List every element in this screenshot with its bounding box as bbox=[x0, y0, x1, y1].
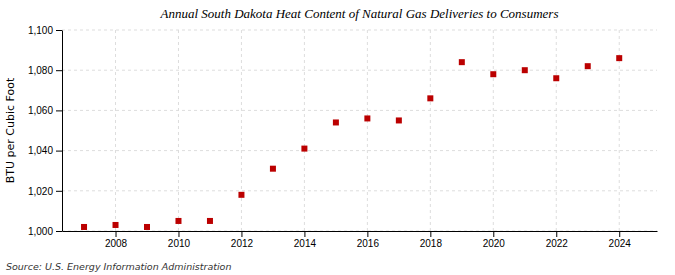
x-grid-line bbox=[304, 30, 305, 231]
y-tick-mark bbox=[56, 231, 62, 232]
x-grid-line bbox=[178, 30, 179, 231]
point bbox=[144, 224, 150, 230]
y-tick: 1,000 bbox=[28, 226, 62, 237]
y-tick: 1,060 bbox=[28, 105, 62, 116]
y-grid-line bbox=[62, 231, 657, 232]
x-grid-line bbox=[430, 30, 431, 231]
y-tick-mark bbox=[56, 151, 62, 152]
x-tick-label: 2020 bbox=[483, 238, 506, 249]
y-axis-label: BTU per Cubic Foot bbox=[4, 77, 17, 183]
y-tick-label: 1,100 bbox=[28, 25, 53, 36]
plot-area: 2008 2010 2012 2014 2016 2018 2020 2022 2024 1,00… bbox=[28, 25, 658, 249]
y-grid-line bbox=[62, 110, 657, 111]
x-tick-label: 2018 bbox=[420, 238, 443, 249]
title: Annual South Dakota Heat Content of Natu… bbox=[160, 6, 559, 21]
y-tick: 1,040 bbox=[28, 145, 62, 156]
y-grid-line bbox=[62, 150, 657, 151]
x-grid-line bbox=[241, 30, 242, 231]
x-grid-line bbox=[556, 30, 557, 231]
x-tick-mark bbox=[304, 231, 305, 237]
x-tick-label: 2008 bbox=[105, 238, 128, 249]
grid bbox=[62, 30, 657, 231]
point bbox=[333, 119, 339, 125]
y-tick-label: 1,080 bbox=[28, 65, 53, 76]
x-grid-line bbox=[493, 30, 494, 231]
x-tick: 2016 bbox=[357, 231, 380, 249]
y-tick-label: 1,000 bbox=[28, 226, 53, 237]
x-tick: 2014 bbox=[294, 231, 317, 249]
x-tick-mark bbox=[556, 231, 557, 237]
y-tick: 1,020 bbox=[28, 186, 62, 197]
y-tick-label: 1,040 bbox=[28, 145, 53, 156]
x-tick: 2008 bbox=[105, 231, 128, 249]
x-axis: 2008 2010 2012 2014 2016 2018 2020 2022 2024 bbox=[63, 231, 658, 249]
x-tick-label: 2010 bbox=[168, 238, 191, 249]
point bbox=[616, 55, 622, 61]
x-tick-label: 2022 bbox=[546, 238, 569, 249]
x-tick-label: 2024 bbox=[609, 238, 632, 249]
x-tick: 2010 bbox=[168, 231, 191, 249]
point bbox=[175, 218, 181, 224]
point bbox=[113, 222, 119, 228]
x-tick-mark bbox=[116, 231, 117, 237]
x-grid-line bbox=[115, 30, 116, 231]
chart-svg: 2008 2010 2012 2014 2016 2018 2020 2022 2024 1,00… bbox=[0, 0, 675, 275]
x-tick-mark bbox=[178, 231, 179, 237]
x-tick: 2018 bbox=[420, 231, 443, 249]
source-note: Source: U.S. Energy Information Administ… bbox=[6, 261, 231, 272]
point bbox=[81, 224, 87, 230]
y-tick-mark bbox=[56, 70, 62, 71]
y-grid-line bbox=[62, 190, 657, 191]
x-tick-mark bbox=[430, 231, 431, 237]
point bbox=[396, 117, 402, 123]
x-tick: 2012 bbox=[231, 231, 254, 249]
point bbox=[459, 59, 465, 65]
point bbox=[553, 75, 559, 81]
x-tick-mark bbox=[367, 231, 368, 237]
y-axis: 1,000 1,020 1,040 1,060 1,080 1,100 bbox=[28, 25, 63, 237]
y-tick-label: 1,020 bbox=[28, 186, 53, 197]
x-tick-mark bbox=[493, 231, 494, 237]
y-tick-mark bbox=[56, 30, 62, 31]
x-tick: 2024 bbox=[609, 231, 632, 249]
point bbox=[522, 67, 528, 73]
point bbox=[427, 95, 433, 101]
x-tick: 2020 bbox=[483, 231, 506, 249]
y-tick-label: 1,060 bbox=[28, 105, 53, 116]
point bbox=[490, 71, 496, 77]
point bbox=[364, 115, 370, 121]
points bbox=[81, 55, 622, 230]
x-axis-line bbox=[63, 231, 658, 232]
x-tick-label: 2012 bbox=[231, 238, 254, 249]
point bbox=[238, 192, 244, 198]
x-tick-label: 2014 bbox=[294, 238, 317, 249]
y-tick-mark bbox=[56, 110, 62, 111]
y-tick: 1,080 bbox=[28, 65, 62, 76]
y-axis-line bbox=[62, 31, 63, 232]
y-tick: 1,100 bbox=[28, 25, 62, 36]
x-tick: 2022 bbox=[546, 231, 569, 249]
x-tick-mark bbox=[241, 231, 242, 237]
point bbox=[270, 166, 276, 172]
chart-container: 2008 2010 2012 2014 2016 2018 2020 2022 2024 1,00… bbox=[0, 0, 675, 275]
y-grid-line bbox=[62, 70, 657, 71]
y-grid-line bbox=[62, 30, 657, 31]
x-tick-mark bbox=[619, 231, 620, 237]
x-grid-line bbox=[367, 30, 368, 231]
point bbox=[585, 63, 591, 69]
x-tick-label: 2016 bbox=[357, 238, 380, 249]
y-tick-mark bbox=[56, 191, 62, 192]
point bbox=[301, 146, 307, 152]
point bbox=[207, 218, 213, 224]
